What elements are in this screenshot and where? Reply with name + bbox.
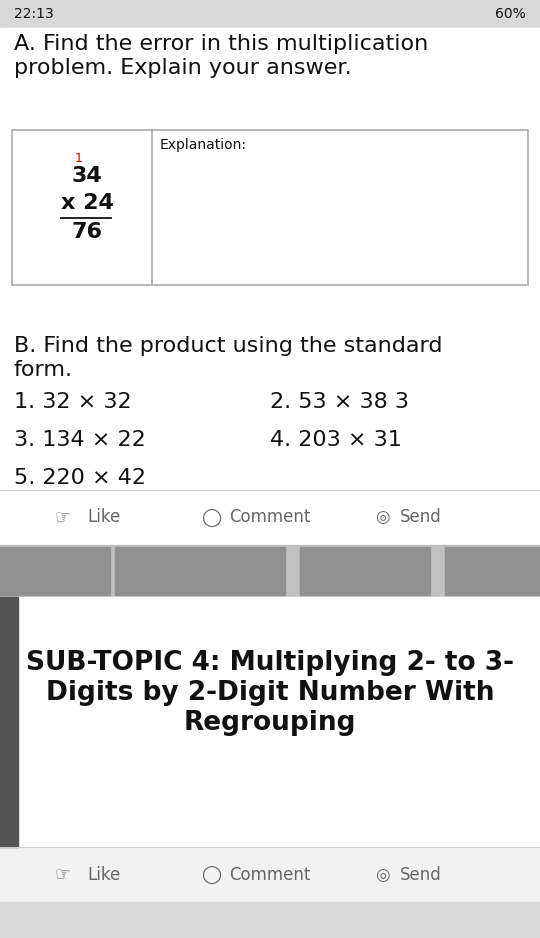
Bar — [0, 847, 540, 902]
Bar — [445, 547, 540, 595]
Text: ◯: ◯ — [201, 866, 221, 884]
Text: 34: 34 — [72, 166, 103, 186]
Text: Comment: Comment — [229, 508, 310, 526]
Bar — [12, 130, 528, 285]
Text: 1: 1 — [75, 152, 83, 165]
Text: Regrouping: Regrouping — [184, 710, 356, 736]
Text: A. Find the error in this multiplication: A. Find the error in this multiplication — [14, 34, 428, 54]
Text: ◯: ◯ — [201, 508, 221, 526]
Text: 5. 220 × 42: 5. 220 × 42 — [14, 468, 146, 488]
Text: ◎: ◎ — [375, 508, 389, 526]
Bar — [0, 902, 540, 938]
Bar — [0, 0, 540, 28]
Text: Like: Like — [87, 866, 120, 884]
Bar — [0, 323, 540, 490]
Text: 3. 134 × 22: 3. 134 × 22 — [14, 430, 146, 450]
Text: Like: Like — [87, 508, 120, 526]
Bar — [0, 597, 540, 847]
Text: Digits by 2-Digit Number With: Digits by 2-Digit Number With — [46, 680, 494, 706]
Text: ☞: ☞ — [55, 508, 71, 526]
Text: B. Find the product using the standard: B. Find the product using the standard — [14, 336, 442, 356]
Text: Send: Send — [400, 508, 442, 526]
Text: ☞: ☞ — [55, 866, 71, 884]
Text: 60%: 60% — [495, 7, 526, 21]
Text: Explanation:: Explanation: — [160, 138, 247, 152]
Bar — [0, 490, 540, 545]
Bar — [0, 545, 540, 597]
Text: x 24: x 24 — [60, 193, 113, 213]
Text: 2. 53 × 38 3: 2. 53 × 38 3 — [270, 392, 409, 412]
Bar — [0, 547, 110, 595]
Bar — [300, 547, 430, 595]
Text: ◎: ◎ — [375, 866, 389, 884]
Text: 76: 76 — [71, 222, 103, 242]
Text: 22:13: 22:13 — [14, 7, 54, 21]
Text: Comment: Comment — [229, 866, 310, 884]
Text: problem. Explain your answer.: problem. Explain your answer. — [14, 58, 352, 78]
Text: SUB-TOPIC 4: Multiplying 2- to 3-: SUB-TOPIC 4: Multiplying 2- to 3- — [26, 650, 514, 676]
Text: 1. 32 × 32: 1. 32 × 32 — [14, 392, 132, 412]
Bar — [115, 547, 285, 595]
Text: 4. 203 × 31: 4. 203 × 31 — [270, 430, 402, 450]
Text: Send: Send — [400, 866, 442, 884]
Bar — [0, 597, 18, 847]
Bar — [0, 28, 540, 323]
Text: form.: form. — [14, 360, 73, 380]
